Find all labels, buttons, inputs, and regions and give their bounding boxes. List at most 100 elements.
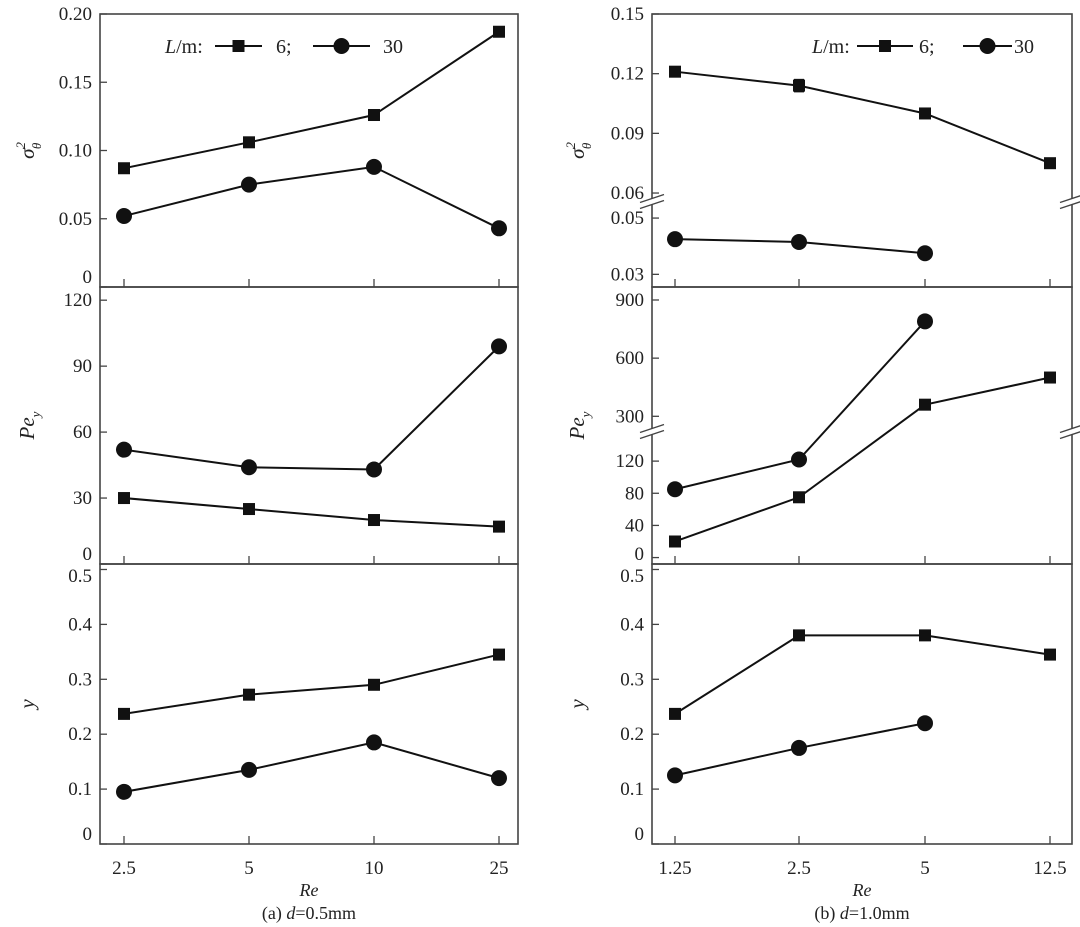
data-point-circle bbox=[366, 461, 382, 478]
y-label-main: Pe bbox=[565, 417, 589, 440]
data-point-circle bbox=[491, 220, 507, 237]
data-point-circle bbox=[791, 233, 807, 250]
legend-circle-marker bbox=[979, 38, 996, 54]
y-tick-label: 120 bbox=[616, 451, 645, 472]
data-point-circle bbox=[366, 734, 382, 751]
data-point-square bbox=[1044, 648, 1056, 661]
data-point-square bbox=[368, 514, 380, 527]
y-axis-label: y bbox=[565, 699, 589, 711]
x-tick-label: 5 bbox=[920, 858, 930, 879]
legend-unit: /m: bbox=[176, 36, 203, 58]
subplot-a-2: 0 0.1 0.2 0.3 0.4 0.5 y 2.5 5 10 25 bbox=[15, 563, 519, 879]
data-point-square bbox=[368, 109, 380, 122]
y-tick-label: 0.1 bbox=[620, 779, 644, 800]
legend-var: L bbox=[811, 36, 823, 58]
y-label-sub: y bbox=[578, 411, 593, 419]
data-point-square bbox=[243, 503, 255, 516]
y-tick-label: 0 bbox=[83, 824, 93, 845]
x-tick-label: 12.5 bbox=[1033, 858, 1066, 879]
data-point-circle bbox=[241, 176, 257, 193]
y-tick-label: 90 bbox=[73, 356, 92, 377]
legend-label-30: 30 bbox=[1014, 36, 1034, 58]
axis-break-mark bbox=[1059, 431, 1080, 440]
subplot-b-2: 0 0.1 0.2 0.3 0.4 0.5 y 1.25 2.5 5 12.5 bbox=[565, 563, 1073, 879]
y-tick-label: 0.12 bbox=[611, 64, 644, 85]
y-tick-label: 0 bbox=[83, 267, 93, 288]
caption-prefix: (a) bbox=[262, 903, 286, 924]
series-line-6 bbox=[123, 30, 500, 170]
data-point-square bbox=[669, 535, 681, 548]
y-tick-label: 0.15 bbox=[611, 4, 644, 25]
legend-unit: /m: bbox=[823, 36, 850, 58]
legend-circle-marker bbox=[333, 38, 350, 54]
y-axis-label: σ2θ bbox=[563, 142, 594, 159]
x-tick-label: 10 bbox=[365, 858, 384, 879]
subplot-a-1: 0 30 60 90 120 Pey bbox=[15, 286, 519, 565]
y-tick-label: 0.10 bbox=[59, 141, 92, 162]
data-point-square bbox=[669, 65, 681, 78]
data-point-circle bbox=[491, 770, 507, 787]
data-point-square bbox=[669, 707, 681, 720]
y-label-main: σ bbox=[15, 147, 39, 159]
x-axis-label: Re bbox=[852, 880, 872, 900]
data-point-square bbox=[793, 491, 805, 504]
axis-break-mark bbox=[639, 193, 665, 204]
data-point-circle bbox=[241, 761, 257, 778]
x-tick-label: 1.25 bbox=[658, 858, 691, 879]
series-line-6 bbox=[674, 70, 1051, 165]
axis-break-mark bbox=[639, 199, 665, 210]
data-point-square bbox=[118, 492, 130, 505]
axis-break-mark bbox=[639, 423, 665, 434]
data-point-square bbox=[1044, 371, 1056, 384]
series-line-30 bbox=[123, 165, 500, 230]
x-tick-label: 25 bbox=[490, 858, 509, 879]
legend: L/m: 6; 30 bbox=[164, 36, 403, 58]
legend: L/m: 6; 30 bbox=[811, 36, 1034, 58]
x-axis-label: Re bbox=[299, 880, 319, 900]
axis-break-mark bbox=[1059, 195, 1080, 204]
y-tick-label: 40 bbox=[625, 515, 644, 536]
caption-value: =0.5mm bbox=[295, 903, 356, 923]
data-point-square bbox=[793, 79, 805, 92]
data-point-circle bbox=[116, 783, 132, 800]
y-tick-label: 30 bbox=[73, 488, 92, 509]
data-point-circle bbox=[917, 245, 933, 262]
data-point-square bbox=[368, 678, 380, 691]
data-point-circle bbox=[791, 739, 807, 756]
y-tick-label: 0.03 bbox=[611, 264, 644, 285]
data-point-circle bbox=[116, 441, 132, 458]
subplot-b-1: 0 40 80 120 300 600 900 Pey bbox=[565, 286, 1080, 565]
data-point-square bbox=[493, 520, 505, 533]
plot-frame bbox=[99, 286, 519, 565]
legend-label-30: 30 bbox=[383, 36, 403, 58]
subplot-b-0: 0.03 0.05 0.06 0.09 0.12 0.15 σ2θ bbox=[563, 4, 1080, 288]
y-label-main: y bbox=[15, 699, 39, 711]
legend-var: L bbox=[164, 36, 176, 58]
subplot-a-0: 0 0.05 0.10 0.15 0.20 σ2θ bbox=[13, 4, 519, 288]
y-axis-label: Pey bbox=[15, 411, 43, 440]
data-point-square bbox=[1044, 157, 1056, 170]
caption-variable: d bbox=[840, 903, 850, 923]
y-tick-label: 0.06 bbox=[611, 183, 644, 204]
x-tick-label: 2.5 bbox=[112, 858, 136, 879]
data-point-square bbox=[118, 707, 130, 720]
data-point-square bbox=[118, 162, 130, 175]
y-tick-label: 600 bbox=[616, 348, 645, 369]
caption-value: =1.0mm bbox=[849, 903, 910, 923]
y-tick-label: 0 bbox=[635, 544, 645, 565]
y-label-main: σ bbox=[565, 147, 589, 159]
data-point-circle bbox=[917, 715, 933, 732]
y-tick-label: 0.1 bbox=[68, 779, 92, 800]
plot-frame bbox=[99, 563, 519, 845]
y-tick-label: 0.2 bbox=[68, 724, 92, 745]
caption-prefix: (b) bbox=[814, 903, 840, 924]
y-tick-label: 0.05 bbox=[59, 209, 92, 230]
y-axis-label: σ2θ bbox=[13, 142, 44, 159]
data-point-square bbox=[243, 136, 255, 149]
y-tick-label: 0.4 bbox=[620, 614, 644, 635]
data-point-square bbox=[919, 107, 931, 120]
y-label-sub: θ bbox=[579, 142, 594, 149]
y-tick-label: 0.4 bbox=[68, 614, 92, 635]
legend-title: L/m: bbox=[811, 36, 850, 58]
